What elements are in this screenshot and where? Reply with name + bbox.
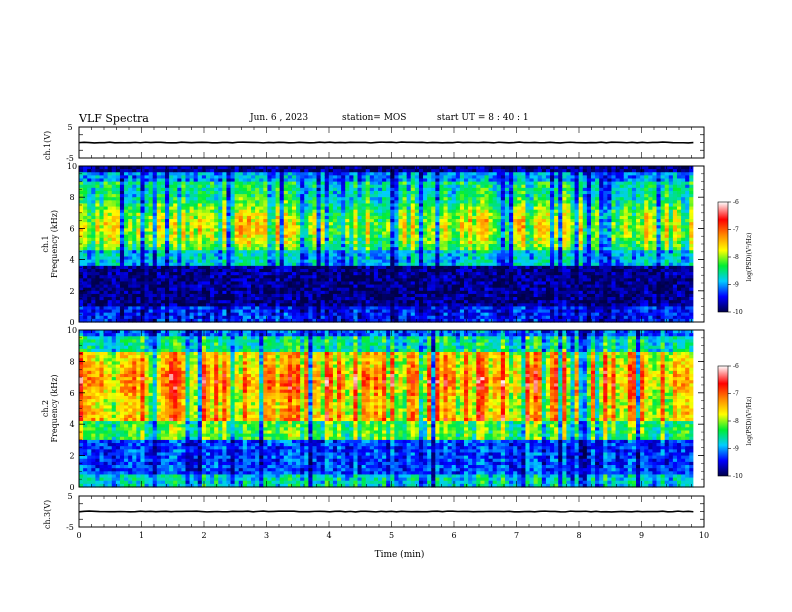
ch2-spectrogram-colorbar-label: log(PSD)(V²/Hz) <box>746 397 753 446</box>
ch1-spectrogram-tick-label: 2 <box>69 287 74 296</box>
ch1-waveform-tick-label: -5 <box>66 154 74 163</box>
x-tick-label: 10 <box>699 531 709 540</box>
x-tick-label: 0 <box>76 531 81 540</box>
x-tick-label: 2 <box>201 531 206 540</box>
x-tick-label: 7 <box>514 531 519 540</box>
ch2-spectrogram-colorbar-tick: -7 <box>733 391 739 398</box>
ch1-spectrogram-tick-label: 0 <box>69 318 74 327</box>
ch1-spectrogram-colorbar-tick: -7 <box>733 227 739 234</box>
ch1-spectrogram-tick-label: 10 <box>67 162 77 171</box>
ch1-spectrogram-colorbar <box>717 201 729 313</box>
ch2-spectrogram-colorbar-tick: -9 <box>733 446 739 453</box>
ch2-spectrogram-tick-label: 4 <box>69 420 74 429</box>
ch1-waveform-ylabel: ch.1(V) <box>43 131 52 160</box>
ch2-spectrogram-tick-label: 2 <box>69 452 74 461</box>
ch1-waveform-tick-label: 5 <box>67 123 72 132</box>
ch1-spectrogram-colorbar-tick: -6 <box>733 199 739 206</box>
ch2-spectrogram-tick-label: 8 <box>69 357 74 366</box>
ch3-waveform-tick-label: 5 <box>67 492 72 501</box>
ch3-waveform-tick-label: -5 <box>66 523 74 532</box>
x-tick-label: 9 <box>639 531 644 540</box>
ch1-spectrogram-ylabel: Frequency (kHz) <box>50 210 59 278</box>
x-tick-label: 5 <box>389 531 394 540</box>
ch1-waveform-trace <box>78 141 694 144</box>
ch3-waveform-ylabel: ch.3(V) <box>43 500 52 529</box>
start-time-label: start UT = 8 : 40 : 1 <box>437 113 529 123</box>
x-tick-label: 3 <box>264 531 269 540</box>
x-axis-title: Time (min) <box>375 549 425 560</box>
ch1-spectrogram-colorbar-tick: -8 <box>733 254 739 261</box>
ch1-spectrogram-colorbar-tick: -10 <box>733 309 743 316</box>
x-tick-label: 6 <box>451 531 456 540</box>
x-tick-label: 1 <box>139 531 144 540</box>
ch2-spectrogram-colorbar-tick: -6 <box>733 363 739 370</box>
ch2-spectrogram-tick-label: 10 <box>67 326 77 335</box>
ch2-spectrogram-ylabel: Frequency (kHz) <box>50 374 59 442</box>
x-tick-label: 8 <box>576 531 581 540</box>
ch2-spectrogram-colorbar-tick: -8 <box>733 418 739 425</box>
ch1-spectrogram-ylabel-top: ch.1 <box>41 235 50 252</box>
ch3-waveform-trace <box>78 510 694 513</box>
ch1-spectrogram-tick-label: 6 <box>69 224 74 233</box>
date-label: Jun. 6 , 2023 <box>250 113 309 123</box>
ch2-spectrogram-colorbar-tick: -10 <box>733 473 743 480</box>
ch2-spectrogram-ylabel-top: ch.2 <box>41 400 50 417</box>
ch1-spectrogram-tick-label: 8 <box>69 193 74 202</box>
ch2-spectrogram-tick-label: 6 <box>69 389 74 398</box>
ch2-spectrogram-colorbar <box>717 365 729 477</box>
ch1-spectrogram-colorbar-label: log(PSD)(V²/Hz) <box>746 233 753 282</box>
ch1-spectrogram-tick-label: 4 <box>69 256 74 265</box>
chart-title: VLF Spectra <box>79 112 149 125</box>
ch2-spectrogram-tick-label: 0 <box>69 483 74 492</box>
station-label: station= MOS <box>342 113 407 123</box>
ch1-spectrogram-colorbar-tick: -9 <box>733 282 739 289</box>
x-tick-label: 4 <box>326 531 331 540</box>
